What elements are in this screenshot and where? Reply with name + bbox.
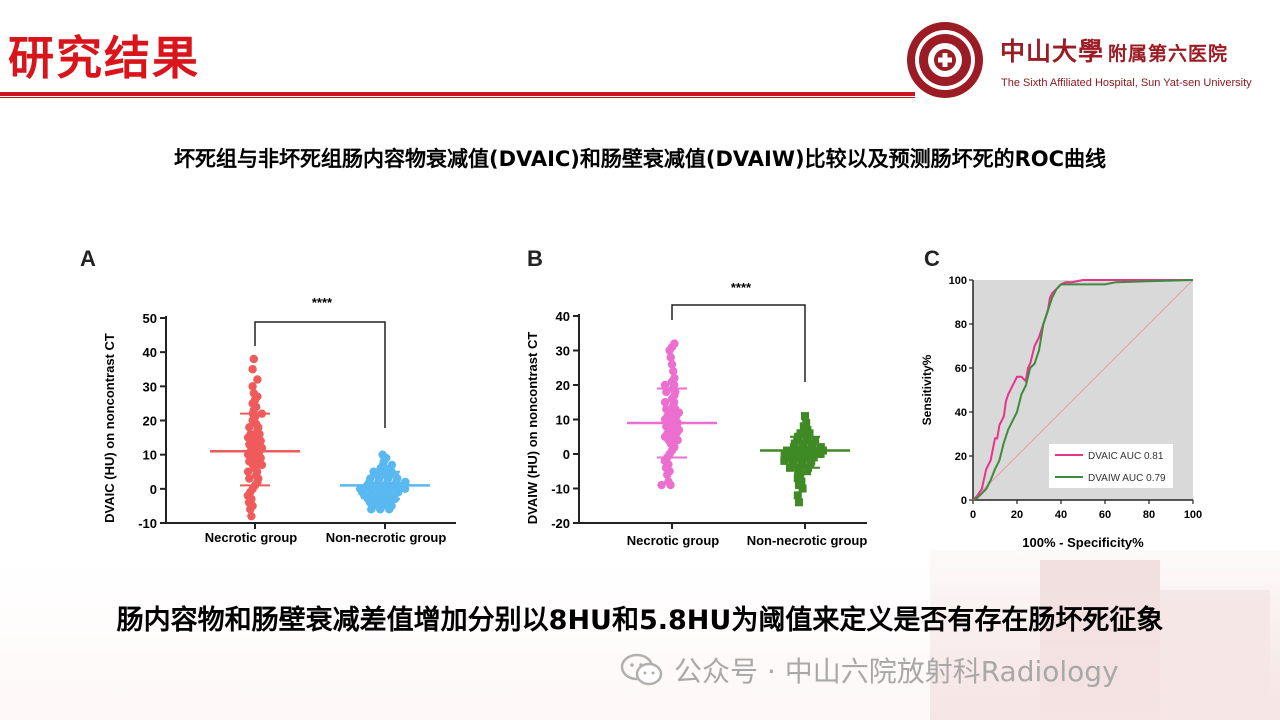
y-tick-label: 10 (556, 413, 570, 428)
y-tick-label: -10 (138, 516, 157, 531)
y-tick-label: 40 (955, 407, 967, 419)
panel-b-xtick-non-necrotic: Non-necrotic group (747, 533, 868, 548)
significance-bracket (671, 304, 806, 382)
y-tick-label: 60 (955, 363, 967, 375)
data-point (247, 511, 256, 521)
slide-title: 研究结果 (8, 31, 200, 85)
data-point (816, 450, 825, 458)
data-point (801, 412, 809, 421)
y-tick-label: 0 (563, 447, 570, 462)
legend-box (1049, 444, 1173, 488)
data-point (243, 467, 253, 476)
panel-b-xtick-necrotic: Necrotic group (627, 533, 720, 548)
data-point (795, 498, 803, 507)
data-point (245, 474, 254, 483)
panel-c-ylabel: Sensitivity% (920, 354, 934, 425)
roc-curve-dvaic (972, 279, 1193, 501)
y-tick-label: 20 (143, 414, 157, 429)
panel-a-ylabel: DVAIC (HU) on noncontrast CT (102, 333, 117, 523)
significance-bracket (254, 321, 386, 428)
chart-panel-c: C Sensitivity% 100% - Specificity% 0 20 40… (920, 246, 1202, 550)
slide-subtitle: 坏死组与非坏死组肠内容物衰减值(DVAIC)和肠壁衰减值(DVAIW)比较以及预… (173, 147, 1107, 171)
y-tick-label: 10 (143, 448, 157, 463)
data-point (666, 480, 675, 490)
y-tick-label: 20 (556, 378, 570, 393)
data-point (798, 484, 807, 493)
data-point (780, 456, 789, 465)
data-point (669, 367, 678, 376)
data-point (376, 505, 385, 514)
data-point (245, 423, 254, 432)
legend-label-dvaic: DVAIC AUC 0.81 (1088, 451, 1164, 462)
panel-b-significance: **** (731, 280, 752, 295)
data-point (660, 398, 670, 407)
hospital-name: 附属第六医院 (1108, 43, 1229, 65)
data-point (662, 387, 671, 397)
data-point (253, 375, 262, 384)
data-point (400, 484, 410, 494)
panel-a-xtick-non-necrotic: Non-necrotic group (326, 530, 447, 545)
panel-c-label: C (924, 246, 940, 271)
data-point (257, 460, 267, 470)
hospital-english-name: The Sixth Affiliated Hospital, Sun Yat-s… (1001, 77, 1252, 89)
x-tick-label: 80 (1143, 509, 1155, 521)
data-point (367, 505, 376, 514)
data-point (665, 346, 674, 355)
watermark-text: 公众号 · 中山六院放射科Radiology (674, 655, 1119, 688)
data-point (248, 365, 257, 374)
slide-conclusion: 肠内容物和肠壁衰减差值增加分别以8HU和5.8HU为阈值来定义是否有存在肠坏死征… (116, 605, 1164, 636)
panel-c-xlabel: 100% - Specificity% (1022, 535, 1144, 550)
y-tick-label: -10 (551, 482, 570, 497)
x-tick-label: 100 (1184, 509, 1202, 521)
wechat-watermark: 公众号 · 中山六院放射科Radiology (620, 650, 1119, 690)
data-point (249, 354, 258, 364)
panel-b-ylabel: DVAIW (HU) on noncontrast CT (525, 332, 540, 525)
data-point (793, 491, 802, 500)
data-point (657, 480, 666, 490)
legend-label-dvaiw: DVAIW AUC 0.79 (1088, 473, 1166, 484)
panel-a-label: A (80, 246, 96, 271)
y-tick-label: 40 (143, 345, 157, 360)
y-tick-label: 30 (556, 344, 570, 359)
data-point (803, 467, 812, 476)
data-point (246, 505, 255, 514)
y-tick-label: 0 (150, 482, 157, 497)
title-divider-thin (0, 97, 915, 98)
x-tick-label: 0 (970, 509, 976, 521)
y-tick-label: 50 (143, 311, 157, 326)
reference-diagonal (972, 279, 1194, 501)
y-tick-label: 80 (955, 319, 967, 331)
chart-panel-a: A DVAIC (HU) on noncontrast CT -10 0 10 20 3… (80, 246, 456, 545)
x-tick-label: 60 (1099, 509, 1111, 521)
y-tick-label: -20 (551, 516, 570, 531)
data-point (660, 380, 670, 390)
x-tick-label: 20 (1011, 509, 1023, 521)
y-tick-label: 0 (961, 495, 967, 507)
panel-a-xtick-necrotic: Necrotic group (205, 530, 298, 545)
data-point (663, 470, 672, 479)
panel-b-label: B (527, 246, 543, 271)
chart-panel-b: B DVAIW (HU) on noncontrast CT -20 -10 0 10… (525, 246, 868, 548)
panel-a-significance: **** (312, 295, 333, 310)
data-point (666, 353, 675, 362)
university-seal-logo (907, 22, 983, 98)
data-point (248, 382, 257, 391)
university-name: 中山大學 附属第六医院 (1000, 37, 1229, 66)
data-point (667, 360, 677, 369)
x-tick-label: 40 (1055, 509, 1067, 521)
y-tick-label: 40 (556, 309, 570, 324)
y-tick-label: 30 (143, 379, 157, 394)
wechat-icon (620, 653, 663, 686)
data-point (385, 505, 394, 514)
roc-curve-dvaiw (972, 279, 1194, 501)
y-tick-label: 20 (955, 451, 967, 463)
data-point (394, 488, 403, 497)
data-point (673, 436, 682, 445)
title-divider (0, 92, 915, 96)
background-fade (0, 560, 1280, 720)
y-tick-label: 100 (949, 275, 967, 287)
